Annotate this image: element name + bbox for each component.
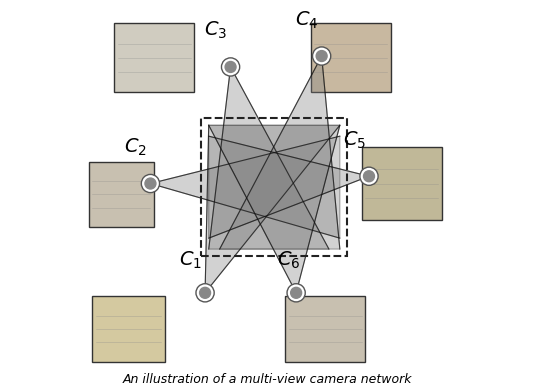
- Text: $C_2$: $C_2$: [124, 137, 147, 158]
- Bar: [285, 296, 365, 362]
- Circle shape: [142, 174, 160, 193]
- Circle shape: [287, 284, 305, 302]
- Bar: [311, 23, 391, 93]
- Circle shape: [364, 171, 374, 182]
- Bar: [89, 162, 154, 227]
- Circle shape: [200, 287, 210, 298]
- Text: An illustration of a multi-view camera network: An illustration of a multi-view camera n…: [122, 373, 412, 386]
- Circle shape: [225, 61, 236, 73]
- Text: $C_1$: $C_1$: [179, 250, 202, 271]
- Polygon shape: [209, 125, 340, 293]
- Polygon shape: [219, 56, 340, 249]
- Text: $C_4$: $C_4$: [295, 9, 319, 30]
- Circle shape: [360, 167, 378, 185]
- Text: $C_3$: $C_3$: [205, 20, 227, 41]
- Bar: [201, 118, 347, 256]
- Circle shape: [145, 178, 156, 189]
- Polygon shape: [209, 67, 329, 249]
- Polygon shape: [151, 136, 340, 238]
- Text: $C_5$: $C_5$: [343, 129, 366, 151]
- Circle shape: [312, 47, 331, 65]
- Circle shape: [316, 51, 327, 61]
- Polygon shape: [205, 125, 340, 293]
- Text: $C_6$: $C_6$: [277, 250, 301, 271]
- Circle shape: [290, 287, 302, 298]
- Polygon shape: [209, 136, 369, 238]
- Bar: [92, 296, 165, 362]
- Circle shape: [196, 284, 214, 302]
- Circle shape: [222, 58, 240, 76]
- Bar: [114, 23, 194, 93]
- Bar: [362, 147, 442, 220]
